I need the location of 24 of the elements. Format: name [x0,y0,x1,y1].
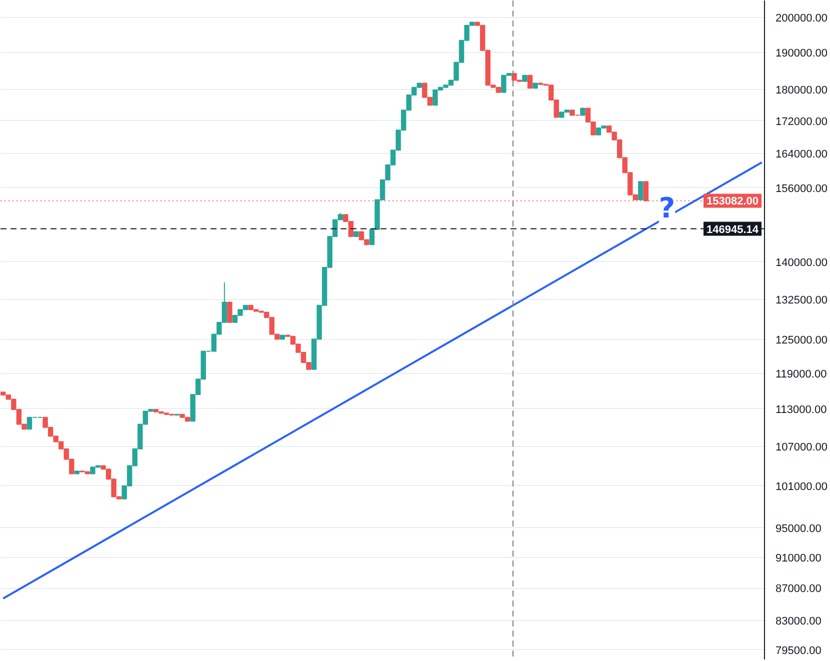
y-tick-label: 200000.00 [776,12,828,24]
y-tick-label: 125000.00 [776,334,828,347]
y-tick-label: 140000.00 [776,256,828,269]
y-tick-label: 113000.00 [776,404,827,416]
y-tick-label: 79500.00 [776,644,822,657]
candlestick [638,181,644,200]
y-tick-label: 164000.00 [776,148,828,160]
y-tick-label: 119000.00 [776,368,827,380]
y-tick-label: 180000.00 [776,84,828,97]
y-tick-label: 172000.00 [776,116,828,128]
ref-line-label: 153082.00 [706,196,758,208]
y-tick-label: 83000.00 [776,615,822,628]
y-tick-label: 91000.00 [776,552,822,564]
y-tick-label: 190000.00 [776,48,828,60]
y-tick-label: 132500.00 [776,294,828,307]
candlestick [527,74,533,89]
y-tick-label: 87000.00 [776,583,822,596]
ref-line-label: 146945.14 [706,224,760,236]
y-tick-label: 156000.00 [776,182,828,195]
y-tick-label: 95000.00 [776,522,822,535]
y-tick-label: 101000.00 [776,480,828,493]
candlestick [227,302,232,323]
y-tick-label: 107000.00 [776,441,828,454]
annotation: ? [658,192,676,225]
